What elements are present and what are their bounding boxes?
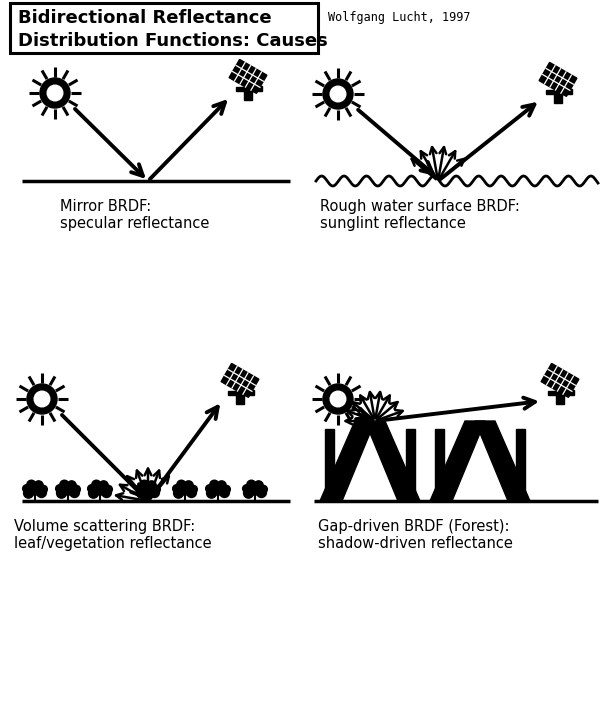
Circle shape (40, 486, 47, 493)
Circle shape (207, 488, 217, 498)
Circle shape (323, 384, 353, 414)
Bar (570, 89, 572, 94)
Bar (554, 94, 562, 103)
Bar (244, 91, 252, 100)
Circle shape (152, 486, 160, 493)
Circle shape (47, 85, 63, 101)
Circle shape (220, 488, 230, 498)
Circle shape (105, 486, 113, 493)
Circle shape (330, 86, 346, 102)
Circle shape (29, 483, 41, 495)
Circle shape (242, 485, 250, 493)
Circle shape (190, 486, 197, 493)
Polygon shape (539, 63, 577, 97)
Circle shape (330, 391, 346, 407)
Circle shape (212, 483, 224, 495)
Circle shape (149, 488, 160, 498)
Polygon shape (221, 363, 259, 397)
Circle shape (174, 488, 184, 498)
Circle shape (67, 481, 76, 490)
Circle shape (142, 483, 154, 495)
Circle shape (23, 488, 34, 498)
Bar (10, 3, 318, 53)
Circle shape (88, 485, 95, 493)
Bar (572, 390, 574, 395)
Bar (548, 391, 572, 395)
Polygon shape (475, 421, 530, 501)
Circle shape (210, 480, 219, 489)
Circle shape (217, 481, 226, 490)
Bar (236, 87, 259, 91)
Bar (252, 390, 254, 395)
Circle shape (40, 78, 70, 108)
Circle shape (206, 485, 214, 493)
Circle shape (70, 488, 80, 498)
Circle shape (27, 480, 36, 489)
Circle shape (102, 488, 111, 498)
Circle shape (177, 480, 186, 489)
Circle shape (249, 483, 261, 495)
Circle shape (187, 488, 196, 498)
Text: Rough water surface BRDF:
sunglint reflectance: Rough water surface BRDF: sunglint refle… (320, 199, 520, 231)
Polygon shape (541, 363, 579, 397)
Circle shape (56, 485, 64, 493)
Circle shape (99, 481, 108, 490)
Text: Bidirectional Reflectance
Distribution Functions: Causes: Bidirectional Reflectance Distribution F… (18, 9, 328, 50)
Bar (259, 86, 262, 91)
Circle shape (179, 483, 191, 495)
Text: Wolfgang Lucht, 1997: Wolfgang Lucht, 1997 (328, 11, 471, 24)
Circle shape (37, 488, 47, 498)
Text: Gap-driven BRDF (Forest):
shadow-driven reflectance: Gap-driven BRDF (Forest): shadow-driven … (318, 519, 513, 552)
Polygon shape (229, 60, 267, 93)
Circle shape (254, 481, 263, 490)
Bar (516, 429, 525, 501)
Circle shape (60, 480, 69, 489)
Circle shape (94, 483, 106, 495)
Text: Volume scattering BRDF:
leaf/vegetation reflectance: Volume scattering BRDF: leaf/vegetation … (14, 519, 212, 552)
Circle shape (136, 485, 143, 493)
Circle shape (184, 481, 193, 490)
Circle shape (136, 488, 146, 498)
Text: Mirror BRDF:
specular reflectance: Mirror BRDF: specular reflectance (60, 199, 209, 231)
Bar (435, 429, 444, 501)
Circle shape (140, 480, 149, 489)
Circle shape (89, 488, 99, 498)
Circle shape (244, 488, 253, 498)
Bar (228, 391, 252, 395)
Circle shape (34, 391, 50, 407)
Circle shape (259, 486, 267, 493)
Circle shape (23, 485, 31, 493)
Polygon shape (365, 421, 420, 501)
Circle shape (27, 384, 57, 414)
Circle shape (56, 488, 67, 498)
Circle shape (34, 481, 43, 490)
Circle shape (247, 480, 256, 489)
Bar (547, 90, 570, 94)
Circle shape (73, 486, 80, 493)
Polygon shape (320, 421, 375, 501)
Circle shape (92, 480, 101, 489)
Circle shape (173, 485, 181, 493)
Bar (406, 429, 415, 501)
Circle shape (223, 486, 230, 493)
Bar (236, 395, 244, 405)
Circle shape (323, 79, 353, 109)
Circle shape (62, 483, 74, 495)
Circle shape (147, 481, 156, 490)
Bar (325, 429, 334, 501)
Circle shape (256, 488, 266, 498)
Polygon shape (430, 421, 485, 501)
Bar (556, 395, 564, 405)
